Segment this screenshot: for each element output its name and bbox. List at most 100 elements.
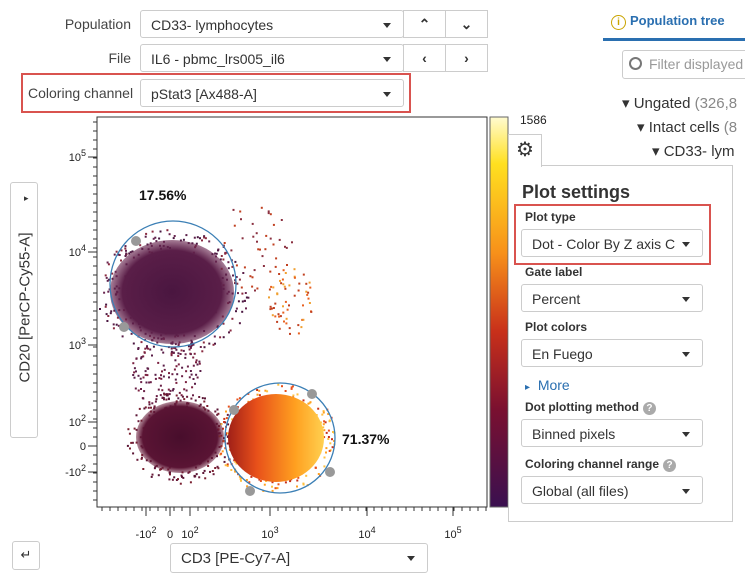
tree-row[interactable]: ▾ Ungated (326,8 xyxy=(622,95,738,112)
dot xyxy=(212,343,215,346)
dot xyxy=(301,318,304,321)
dot xyxy=(307,291,310,294)
filter-input[interactable]: Filter displayed xyxy=(622,50,745,79)
dot xyxy=(239,478,242,480)
dot xyxy=(284,390,287,392)
dot xyxy=(177,343,180,346)
tick-base: -10 xyxy=(65,467,81,479)
dot xyxy=(196,236,199,239)
population-tree-tab[interactable]: i Population tree xyxy=(603,10,745,41)
dot xyxy=(240,286,243,289)
swap-axes-button[interactable]: ↵ xyxy=(12,541,40,570)
dot xyxy=(103,291,106,294)
dot xyxy=(269,305,272,308)
dot xyxy=(169,473,171,476)
help-icon: ? xyxy=(642,402,656,415)
dot xyxy=(277,483,280,486)
dot xyxy=(159,394,162,397)
dot xyxy=(142,397,145,400)
dot xyxy=(224,464,227,467)
dot xyxy=(109,312,112,315)
dot xyxy=(150,475,153,478)
x-axis-dropdown[interactable]: CD3 [PE-Cy7-A] xyxy=(170,543,428,573)
dot xyxy=(323,420,326,423)
y-axis-dropdown[interactable]: ▸ CD20 [PerCP-Cy55-A] xyxy=(10,182,38,438)
dot xyxy=(174,343,177,346)
dot xyxy=(286,308,289,311)
tick-exp: 2 xyxy=(151,525,156,535)
dot xyxy=(323,436,326,439)
dot xyxy=(201,397,204,400)
dot xyxy=(140,341,143,344)
color-scale-max: 1586 xyxy=(520,113,547,127)
dot xyxy=(170,350,173,353)
tick-exp: 3 xyxy=(274,525,279,535)
tick-exp: 5 xyxy=(81,148,86,158)
dot xyxy=(308,302,311,304)
plot-settings-panel: Plot settings Plot type Dot - Color By Z … xyxy=(508,165,733,522)
dot xyxy=(171,478,174,481)
tree-row[interactable]: ▾ CD33- lym xyxy=(652,143,735,160)
dot xyxy=(151,402,154,405)
next-population-button[interactable]: ⌄ xyxy=(445,10,488,38)
next-file-button[interactable]: › xyxy=(445,44,488,72)
dot xyxy=(129,447,131,450)
dot xyxy=(173,235,176,237)
dot xyxy=(223,242,226,244)
dot xyxy=(191,341,193,344)
dot xyxy=(180,349,183,352)
dot xyxy=(217,412,220,415)
dot xyxy=(305,474,308,477)
gate[interactable] xyxy=(224,382,336,494)
dot xyxy=(160,377,163,380)
field-dropdown[interactable]: Binned pixels xyxy=(521,419,703,447)
dot xyxy=(232,274,234,277)
file-dropdown[interactable]: IL6 - pbmc_lrs005_il6 xyxy=(140,44,404,72)
field-dropdown[interactable]: En Fuego xyxy=(521,339,703,367)
settings-button[interactable]: ⚙ xyxy=(508,134,542,167)
field-dropdown[interactable]: Global (all files) xyxy=(521,476,703,504)
dot xyxy=(131,441,134,444)
dot xyxy=(251,222,254,225)
gate[interactable] xyxy=(109,220,237,348)
tick-label: 105 xyxy=(444,525,461,541)
dot xyxy=(132,374,135,376)
dot xyxy=(296,479,299,482)
dot xyxy=(186,395,189,398)
tick-label: 102 xyxy=(69,413,86,429)
dot xyxy=(238,397,241,400)
dot xyxy=(297,324,300,327)
dot xyxy=(168,233,171,236)
dot xyxy=(247,296,250,299)
dot xyxy=(296,485,298,488)
prev-population-button[interactable]: ⌃ xyxy=(403,10,446,38)
dot xyxy=(220,423,223,426)
tick-base: 10 xyxy=(261,529,273,541)
dot xyxy=(177,355,180,357)
dot xyxy=(154,400,157,403)
tree-row[interactable]: ▾ Intact cells (8 xyxy=(637,119,738,136)
dot xyxy=(246,485,249,488)
more-toggle[interactable]: ▸ More xyxy=(525,377,570,393)
dot xyxy=(222,336,225,339)
dot xyxy=(261,255,264,258)
dot xyxy=(307,297,310,300)
dot xyxy=(245,296,248,299)
dot xyxy=(251,276,254,279)
dot xyxy=(125,252,128,255)
dot xyxy=(195,242,198,245)
dot xyxy=(269,270,272,273)
dot xyxy=(284,287,287,290)
field-dropdown[interactable]: Percent xyxy=(521,284,703,312)
dot xyxy=(155,240,158,243)
highlight-box xyxy=(21,73,411,113)
dot xyxy=(177,363,180,366)
dot xyxy=(132,362,135,365)
dot xyxy=(222,427,224,430)
dot xyxy=(172,346,175,349)
dot xyxy=(133,376,136,379)
field-dropdown[interactable]: Dot - Color By Z axis C xyxy=(521,229,703,257)
dot xyxy=(302,318,305,321)
coloring-channel-dropdown[interactable]: pStat3 [Ax488-A] xyxy=(140,79,404,107)
dot xyxy=(184,381,187,384)
